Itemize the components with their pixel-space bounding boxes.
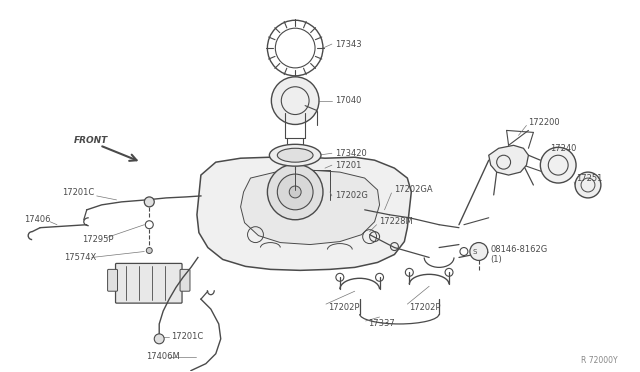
Text: 17202P: 17202P — [328, 302, 360, 312]
Text: S: S — [473, 248, 477, 254]
Text: R 72000Y: R 72000Y — [581, 356, 618, 365]
Text: 17295P: 17295P — [82, 235, 113, 244]
Text: 17201C: 17201C — [171, 332, 204, 341]
Ellipse shape — [269, 144, 321, 166]
FancyBboxPatch shape — [116, 263, 182, 303]
Circle shape — [575, 172, 601, 198]
Text: 17240: 17240 — [550, 144, 577, 153]
Text: 17202P: 17202P — [410, 302, 441, 312]
Text: 173420: 173420 — [335, 149, 367, 158]
FancyBboxPatch shape — [180, 269, 190, 291]
Circle shape — [268, 164, 323, 220]
Text: (1): (1) — [491, 255, 502, 264]
Text: 17228M: 17228M — [380, 217, 413, 226]
Circle shape — [540, 147, 576, 183]
Text: 17574X: 17574X — [64, 253, 96, 262]
Circle shape — [145, 197, 154, 207]
Circle shape — [470, 243, 488, 260]
Text: 17251: 17251 — [576, 174, 602, 183]
Circle shape — [147, 247, 152, 253]
Text: 17040: 17040 — [335, 96, 361, 105]
Text: 17202G: 17202G — [335, 192, 368, 201]
Text: 17406M: 17406M — [147, 352, 180, 361]
Text: 17202GA: 17202GA — [394, 186, 433, 195]
Text: 172200: 172200 — [529, 118, 560, 127]
Text: FRONT: FRONT — [74, 136, 108, 145]
Text: 08146-8162G: 08146-8162G — [491, 245, 548, 254]
Text: 17201C: 17201C — [62, 189, 94, 198]
Text: 17337: 17337 — [367, 320, 394, 328]
Circle shape — [154, 334, 164, 344]
Text: 17406: 17406 — [24, 215, 51, 224]
Ellipse shape — [277, 148, 313, 162]
Circle shape — [289, 186, 301, 198]
Polygon shape — [241, 170, 380, 244]
Circle shape — [271, 77, 319, 125]
Text: 17343: 17343 — [335, 39, 362, 49]
FancyBboxPatch shape — [108, 269, 118, 291]
Polygon shape — [197, 157, 412, 270]
Circle shape — [277, 174, 313, 210]
Polygon shape — [489, 145, 529, 175]
Text: 17201: 17201 — [335, 161, 361, 170]
